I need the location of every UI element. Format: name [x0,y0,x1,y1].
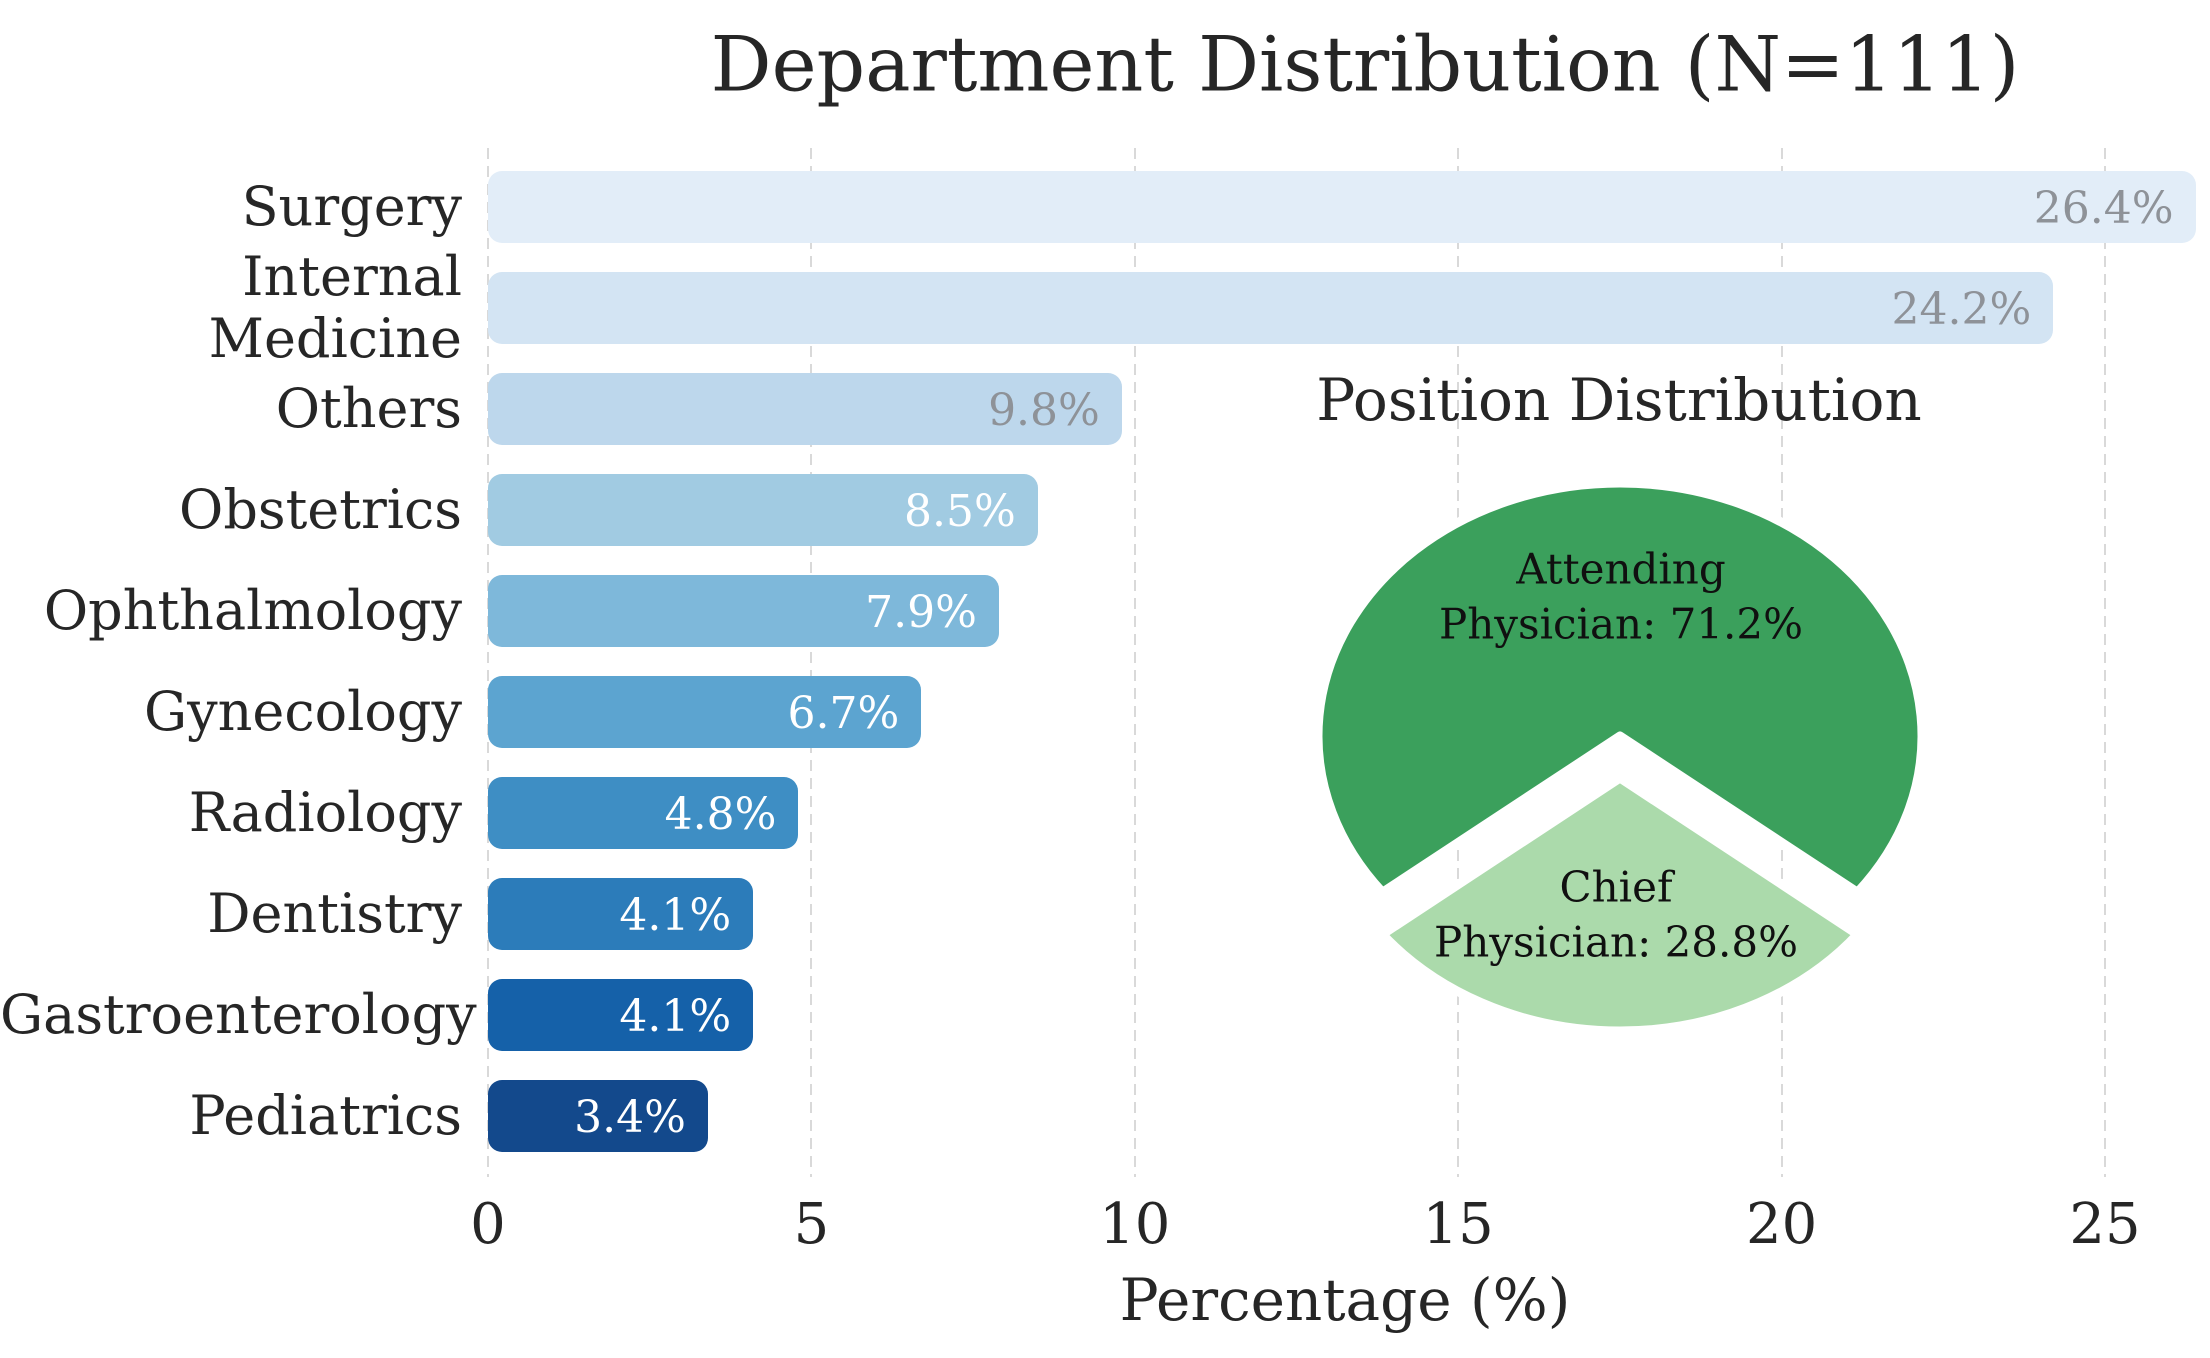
pie-slice-attending [1313,478,1927,897]
bar-value-label: 4.1% [619,991,732,1042]
bar: 9.8% [488,373,1122,445]
bar-value-label: 4.1% [619,890,732,941]
bar-value-label: 9.8% [988,385,1100,436]
bar: 7.9% [488,575,999,647]
bar: 3.4% [488,1080,708,1152]
bar: 4.1% [488,878,754,950]
bar: 4.1% [488,979,754,1051]
bar-value-label: 3.4% [574,1092,686,1143]
pie-chart-title: Position Distribution [1316,366,1922,434]
pie-slice-label-attending: Attending Physician: 71.2% [1439,542,1803,653]
category-label: Ophthalmology [43,578,462,642]
pie-slice-chief [1378,773,1862,1036]
x-tick-label: 15 [1422,1192,1494,1257]
bar: 26.4% [488,171,2196,243]
grid-line [1133,148,1136,1177]
grid-line [2104,148,2106,1177]
pie-label-line: Attending [1516,544,1726,594]
bar-value-label: 7.9% [865,587,977,638]
bar-value-label: 24.2% [1891,284,2032,335]
category-label: Others [275,376,462,440]
grid-line [487,148,489,1177]
pie-slice-label-chief: Chief Physician: 28.8% [1434,860,1798,971]
pie-label-line: Physician: 71.2% [1439,600,1803,649]
x-tick-label: 10 [1099,1192,1171,1257]
x-axis-label: Percentage (%) [1119,1266,1571,1334]
x-tick-label: 5 [793,1192,830,1257]
bar: 8.5% [488,474,1038,546]
category-label: Dentistry [207,881,462,945]
x-tick-label: 25 [2069,1192,2141,1257]
category-label: Gastroenterology [0,982,477,1046]
bar-value-label: 6.7% [787,688,900,739]
x-tick-label: 0 [470,1192,506,1257]
category-label: Radiology [188,780,462,844]
grid-line [810,148,813,1177]
category-label: Pediatrics [189,1083,462,1147]
category-label: Obstetrics [179,477,462,541]
category-label: Surgery [241,174,462,238]
bar-value-label: 4.8% [664,789,777,840]
bar: 24.2% [488,272,2054,344]
pie-label-line: Chief [1559,862,1673,912]
bar-chart-title: Department Distribution (N=111) [710,19,2020,109]
bar: 4.8% [488,777,799,849]
x-tick-label: 20 [1745,1192,1818,1257]
category-label: Internal Medicine [208,244,462,370]
pie-label-line: Physician: 28.8% [1434,918,1798,967]
bar-value-label: 26.4% [2033,183,2174,234]
bar-value-label: 8.5% [903,486,1016,537]
bar: 6.7% [488,676,922,748]
category-label: Gynecology [144,679,462,743]
